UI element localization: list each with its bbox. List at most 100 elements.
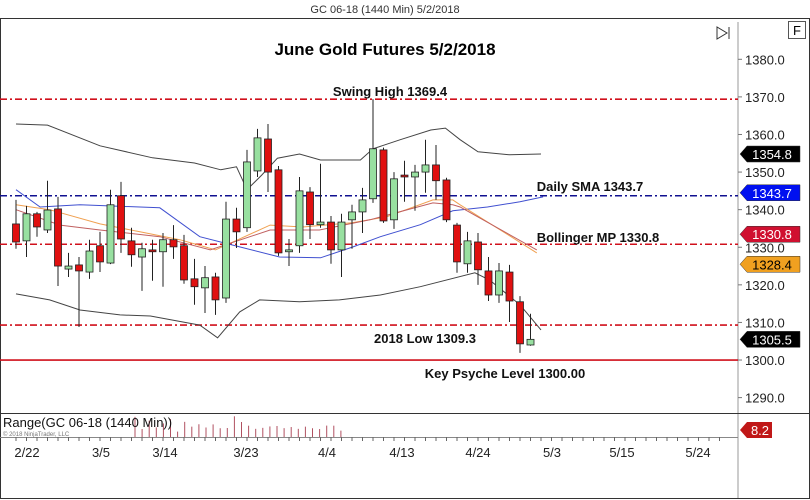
candle-body (75, 264, 83, 272)
y-tick-label: 1340.0 (745, 203, 785, 218)
candle (484, 257, 493, 302)
candle-body (85, 250, 94, 273)
candle (505, 264, 514, 323)
level-annotation: Daily SMA 1343.7 (537, 179, 643, 194)
price-badge-shape (739, 225, 801, 243)
candle (201, 266, 209, 314)
candle-body (453, 224, 461, 263)
candle (169, 225, 178, 259)
scroll-to-end-icon[interactable] (716, 26, 730, 40)
candle-body (190, 278, 199, 288)
candle-body (463, 240, 472, 265)
candle-body (12, 223, 20, 243)
candle-body (264, 138, 272, 173)
candle (148, 239, 157, 281)
candle (96, 231, 104, 273)
price-badge-label: 1343.7 (752, 186, 792, 201)
candle (285, 238, 293, 267)
y-tick-label: 1360.0 (745, 127, 785, 142)
x-tick-label: 3/5 (92, 445, 110, 460)
candle (43, 180, 52, 233)
f-button[interactable]: F (788, 21, 806, 39)
candle (117, 181, 125, 253)
candle (253, 128, 262, 177)
y-tick-label: 1310.0 (745, 315, 785, 330)
candle (379, 147, 388, 223)
candle-body (369, 148, 377, 200)
candle (127, 227, 136, 267)
y-tick-label: 1320.0 (745, 278, 785, 293)
candle (421, 139, 430, 193)
candle-body (33, 213, 41, 228)
candle (138, 242, 146, 291)
candle-body (432, 164, 440, 182)
candle (442, 177, 451, 223)
x-tick-label: 5/3 (543, 445, 561, 460)
candle-body (43, 209, 52, 231)
candle (411, 164, 419, 211)
price-badge-label: 1330.8 (752, 227, 792, 242)
price-badge: 1354.8 (739, 145, 801, 163)
price-badge-shape (739, 331, 801, 348)
candle-body (159, 239, 167, 253)
price-badge-shape (739, 256, 801, 273)
candle-body (400, 174, 409, 178)
price-badge: 1328.4 (739, 256, 801, 273)
candle (516, 296, 524, 353)
candle (400, 160, 409, 202)
candle (348, 204, 356, 249)
y-tick-label: 1370.0 (745, 90, 785, 105)
candle-body (390, 178, 398, 221)
candle (243, 149, 251, 232)
candle-body (148, 249, 157, 253)
candle-body (505, 271, 514, 302)
copyright-text: © 2018 NinjaTrader, LLC (3, 431, 70, 438)
instrument-label: GC 06-18 (1440 Min) 5/2/2018 (310, 4, 459, 16)
x-tick-label: 4/24 (465, 445, 490, 460)
candle-body (54, 208, 62, 267)
candle (358, 187, 367, 233)
candle-body (117, 195, 125, 240)
candle-body (169, 239, 178, 248)
level-annotation: Swing High 1369.4 (333, 84, 448, 99)
candle (453, 222, 461, 273)
candle (85, 239, 94, 279)
candle (190, 258, 199, 305)
candle (159, 232, 167, 287)
price-badge-label: 1305.5 (752, 332, 792, 347)
x-tick-label: 5/15 (609, 445, 634, 460)
candle (369, 99, 377, 203)
candle-body (495, 270, 503, 296)
candle (33, 211, 41, 237)
candle (274, 166, 283, 256)
candle (211, 272, 220, 315)
candle (327, 216, 335, 264)
candle-body (243, 161, 251, 229)
range-value-badge (740, 422, 772, 438)
candle-body (327, 221, 335, 251)
candle-body (96, 245, 104, 263)
x-tick-label: 5/24 (685, 445, 710, 460)
price-badge-shape (739, 145, 801, 163)
candle-body (127, 240, 136, 256)
chart-title: June Gold Futures 5/2/2018 (274, 40, 495, 59)
candle (232, 207, 241, 249)
candle (22, 205, 31, 258)
candle (337, 213, 346, 277)
candle (390, 172, 398, 229)
candle (526, 313, 535, 346)
candle (54, 196, 62, 286)
svg-text:F: F (793, 23, 801, 38)
candle-body (138, 248, 146, 258)
candle-body (253, 137, 262, 172)
y-tick-label: 1290.0 (745, 391, 785, 406)
x-tick-label: 4/4 (318, 445, 336, 460)
candle (495, 263, 503, 303)
candle-body (516, 301, 524, 345)
candle-body (222, 218, 230, 299)
price-badge: 1330.8 (739, 225, 801, 243)
candle (12, 199, 20, 249)
level-annotation: Key Psyche Level 1300.00 (425, 366, 585, 381)
candle-body (379, 149, 388, 222)
candle-body (211, 276, 220, 301)
